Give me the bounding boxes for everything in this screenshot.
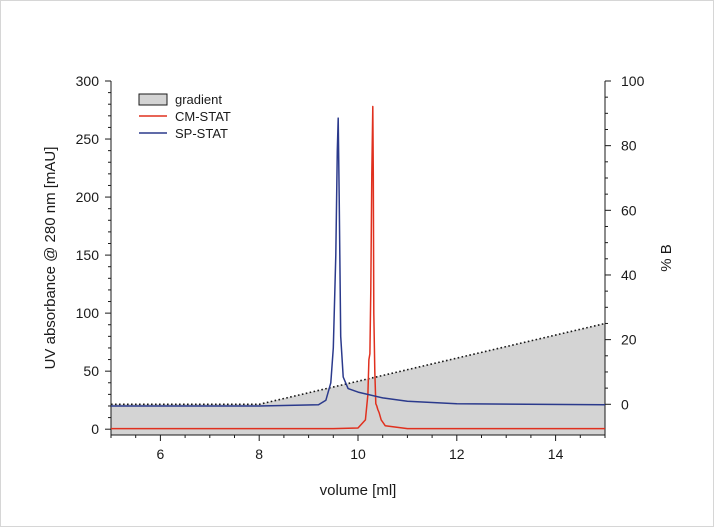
y-tick-label: 100: [76, 305, 100, 321]
y-tick-label: 250: [76, 131, 100, 147]
legend-label-gradient: gradient: [175, 92, 222, 107]
legend-swatch-gradient: [138, 93, 168, 106]
x-tick-label: 10: [350, 446, 366, 462]
gradient-area: [111, 323, 605, 435]
axes-layer: 6 8 10 12 14 0 50 100 150 200 250 300 0 20 40 60 80 100: [76, 73, 645, 462]
cm-stat-line: [111, 105, 605, 430]
y-tick-label: 150: [76, 247, 100, 263]
x-tick-label: 12: [449, 446, 465, 462]
gradient-layer: [111, 322, 606, 435]
y2-tick-label: 20: [621, 332, 637, 348]
gradient-line: [111, 322, 606, 406]
y2-tick-label: 0: [621, 396, 629, 412]
y2-axis-title: % B: [658, 244, 675, 272]
y-tick-label: 300: [76, 73, 100, 89]
y-tick-label: 200: [76, 189, 100, 205]
legend-label-cm-stat: CM-STAT: [175, 109, 231, 124]
y2-tick-label: 100: [621, 73, 645, 89]
x-tick-label: 14: [548, 446, 564, 462]
x-axis-title: volume [ml]: [320, 482, 397, 499]
y2-tick-label: 80: [621, 138, 637, 154]
series-layer: [111, 105, 606, 430]
y-tick-label: 50: [83, 363, 99, 379]
legend-label-sp-stat: SP-STAT: [175, 126, 228, 141]
sp-stat-line: [111, 117, 606, 407]
legend: gradient CM-STAT SP-STAT: [138, 92, 231, 141]
y2-tick-label: 60: [621, 202, 637, 218]
y-tick-label: 0: [91, 421, 99, 437]
x-tick-label: 8: [255, 446, 263, 462]
y-axis-title: UV absorbance @ 280 nm [mAU]: [42, 147, 59, 370]
x-tick-label: 6: [157, 446, 165, 462]
y2-tick-label: 40: [621, 267, 637, 283]
